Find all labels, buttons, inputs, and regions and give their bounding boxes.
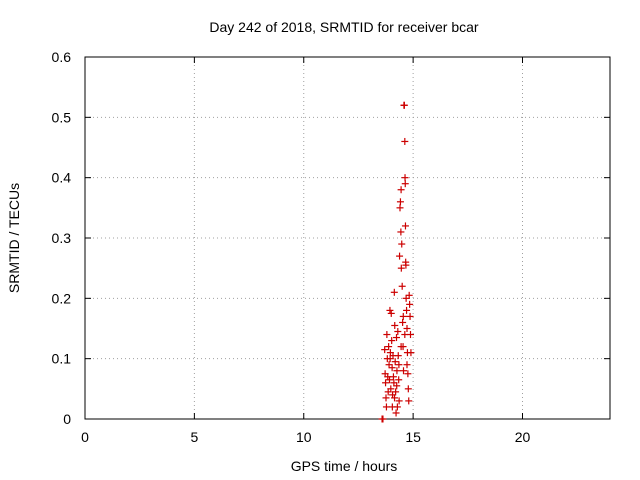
axes: 0 0.1 0.2 0.3 0.4 0.5 0.6 0 5 10 15 20 [52,49,611,445]
data-point [390,288,398,296]
data-point [393,367,401,375]
y-axis-title: SRMTID / TECUs [6,183,22,293]
x-axis-title: GPS time / hours [291,458,398,474]
y-tick-label: 0.3 [52,230,72,246]
data-point [392,409,400,417]
data-point [401,174,409,182]
data-point [400,101,408,109]
data-point [404,370,412,378]
data-point [386,306,394,314]
x-tick-label: 0 [81,429,89,445]
data-point [387,385,395,393]
data-point [397,343,405,351]
data-point [396,204,404,212]
data-point [398,240,406,248]
y-tick-label: 0.5 [52,109,72,125]
data-point [395,376,403,384]
data-point [401,180,409,188]
data-point [382,403,390,411]
data-point [382,379,390,387]
data-point [389,373,397,381]
gridlines [85,57,610,419]
data-point [391,394,399,402]
data-point [394,352,402,360]
data-point [402,294,410,302]
data-point [385,361,393,369]
data-point [398,282,406,290]
data-point [397,186,405,194]
data-point [381,346,389,354]
data-point [401,222,409,230]
x-tick-label: 15 [405,429,421,445]
data-point [402,261,410,269]
data-point [396,198,404,206]
x-tick-label: 10 [296,429,312,445]
data-point [397,228,405,236]
y-tick-label: 0 [63,411,71,427]
data-point [401,331,409,339]
data-point [388,403,396,411]
data-point [393,382,401,390]
y-tick-label: 0.4 [52,170,72,186]
data-point [400,367,407,375]
plot-frame [84,56,611,420]
data-point [394,328,402,336]
data-point [403,325,411,332]
data-point [395,361,403,369]
data-point [386,376,393,384]
data-point [405,291,413,299]
data-point [403,306,411,314]
data-point [383,331,391,339]
data-point [391,321,399,329]
data-point [391,358,399,366]
data-point [385,343,393,351]
data-point [407,349,415,357]
data-point [399,318,407,326]
data-point [393,334,400,342]
data-point [396,252,404,260]
data-point [405,397,413,405]
data-points [378,101,415,423]
data-point [404,385,412,393]
y-tick-label: 0.6 [52,49,72,65]
data-point [392,388,400,396]
data-point [388,337,396,345]
y-tick-label: 0.1 [52,351,72,367]
y-tick-label: 0.2 [52,290,72,306]
data-point [401,137,409,145]
x-tick-label: 20 [515,429,531,445]
data-point [399,312,407,320]
data-point [406,312,414,320]
data-point [387,309,395,317]
data-point [395,397,403,405]
data-point [406,300,414,308]
chart-title: Day 242 of 2018, SRMTID for receiver bca… [209,19,479,35]
data-point [379,415,387,423]
data-point [403,361,411,369]
x-tick-label: 5 [190,429,198,445]
data-point [382,394,390,402]
data-point [386,355,394,363]
data-point [388,364,396,372]
data-point [397,264,405,272]
